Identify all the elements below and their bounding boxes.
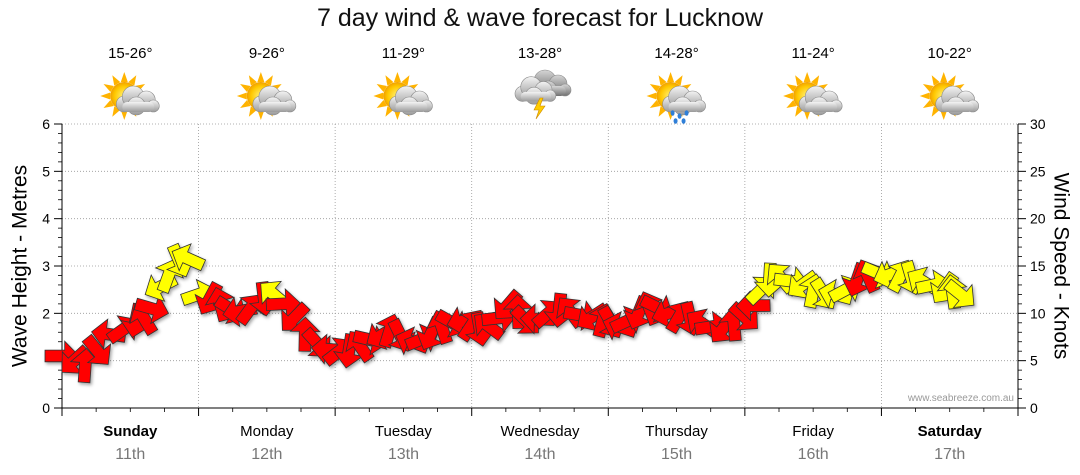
strong-wind-arrow: [133, 294, 170, 325]
day-date-label: 12th: [251, 446, 282, 463]
strong-wind-arrow: [727, 300, 758, 331]
watermark: www.seabreeze.com.au: [907, 393, 1014, 404]
day-date-label: 17th: [934, 446, 965, 463]
wind-arrows: [44, 242, 975, 384]
day-date-label: 15th: [661, 446, 692, 463]
strong-wind-arrow: [81, 333, 112, 365]
right-axis-ticks: 0 5 10 15 20 25 30: [1018, 116, 1046, 416]
right-tick-label: 5: [1030, 353, 1038, 369]
light-wind-arrow: [943, 278, 975, 309]
temperature-range: 15-26°: [108, 45, 152, 62]
partly-cloudy-icon: [919, 72, 980, 120]
light-wind-arrow: [171, 243, 207, 272]
day-name-label: Thursday: [645, 423, 708, 440]
day-date-label: 11th: [115, 446, 145, 463]
temperature-range: 11-29°: [382, 45, 425, 62]
temperature-range: 14-28°: [654, 45, 698, 62]
day-name-label: Friday: [792, 423, 834, 440]
left-tick-label: 3: [42, 258, 50, 274]
left-tick-label: 0: [42, 400, 50, 416]
partly-cloudy-icon: [783, 72, 843, 120]
left-axis-ticks: 0 2 3 4 5 6: [42, 116, 62, 416]
left-tick-label: 5: [42, 163, 50, 179]
day-name-label: Monday: [240, 423, 294, 440]
chart-title: 7 day wind & wave forecast for Lucknow: [316, 4, 764, 32]
partly-cloudy-icon: [373, 72, 433, 120]
temperature-range: 13-28°: [518, 45, 562, 62]
partly-cloudy-icon: [236, 72, 297, 120]
temperature-range: 10-22°: [928, 45, 972, 62]
right-tick-label: 10: [1030, 305, 1046, 321]
left-axis-label: Wave Height - Metres: [9, 165, 32, 367]
day-name-label: Wednesday: [501, 423, 580, 440]
temperature-range: 11-24°: [792, 45, 835, 62]
left-tick-label: 6: [42, 116, 50, 132]
day-labels: Sunday 11th Monday 12th Tuesday 13th Wednesday…: [103, 423, 982, 463]
day-date-label: 14th: [524, 446, 555, 463]
strong-wind-arrow: [69, 347, 102, 384]
right-axis-label: Wind Speed - Knots: [1049, 173, 1072, 360]
thunderstorm-icon: [514, 69, 572, 120]
day-name-label: Tuesday: [375, 423, 432, 440]
right-tick-label: 25: [1030, 163, 1046, 179]
day-date-label: 13th: [388, 446, 419, 463]
left-tick-label: 4: [42, 211, 50, 227]
weather-row: 15-26° 9-26° 11-29° 13-28° 14-28° 11-24° 10-22…: [100, 45, 980, 124]
right-tick-label: 0: [1030, 400, 1038, 416]
partly-cloudy-icon: [100, 72, 160, 120]
temperature-range: 9-26°: [249, 45, 285, 62]
day-name-label: Saturday: [918, 423, 983, 440]
shower-icon: [646, 72, 706, 124]
day-name-label: Sunday: [103, 423, 158, 440]
day-date-label: 16th: [798, 446, 829, 463]
right-tick-label: 15: [1030, 258, 1046, 274]
right-tick-label: 30: [1030, 116, 1046, 132]
left-tick-label: 2: [42, 305, 50, 321]
right-tick-label: 20: [1030, 211, 1046, 227]
